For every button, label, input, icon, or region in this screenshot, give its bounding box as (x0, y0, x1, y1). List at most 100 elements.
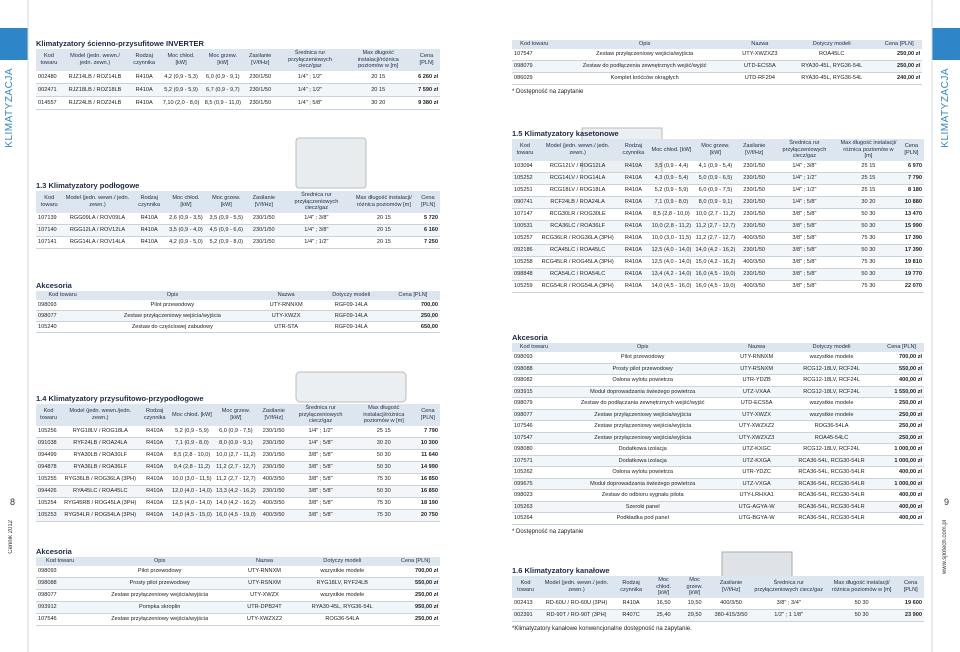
table-cell: 1 550,00 zł (879, 386, 924, 398)
table-cell: 250,00 zł (879, 432, 924, 444)
table-cell: UTZ-VXAA (729, 386, 784, 398)
table-cell: UTY-LRHXA1 (729, 489, 784, 502)
table-cell: R410A (139, 473, 170, 486)
column-header: Opis (89, 291, 256, 300)
table-cell: 75 30 (351, 497, 416, 510)
table-cell: 098093 (512, 351, 556, 364)
table-cell: RYA30LB / ROA30LF (61, 449, 140, 462)
product-image (295, 371, 407, 403)
table-cell: 3/8" ; 5/8" (289, 461, 352, 474)
table-row: 092186 RCA45LC / ROA45LC R410A 12,5 (4,0 - … (512, 244, 924, 257)
table-row: 002480 RJZ14LB / ROZ14LB R410A 4,2 (0,9 - 5… (36, 70, 440, 84)
table-cell: 400,00 zł (879, 374, 924, 387)
table-cell: ROG36-54LA (783, 420, 880, 433)
table-cell: UTG-AGYA-W (729, 501, 784, 513)
table-cell: UTY-XWZX (255, 310, 317, 322)
column-header: Kod towaru (36, 557, 85, 566)
table-cell: 16,0 (4,5 - 19,0) (693, 268, 738, 281)
table-cell: RCA36LC / ROA36LF (537, 220, 618, 233)
table-cell: 50 30 (825, 609, 898, 622)
table-cell: wszystkie modele (293, 565, 391, 578)
table-row: 107547 Zestaw przyłączeniowy wejścia/wyjś… (512, 432, 924, 444)
footnote: *Klimatyzatory kanałowe konwencjonalne d… (512, 626, 692, 632)
table-cell: 10,0 (2,8 - 11,2) (649, 220, 694, 233)
table-cell: 400,00 zł (879, 466, 924, 479)
price-table: Kod towaru Model (jedn. wewn./ jedn. zewn… (36, 191, 440, 249)
table-cell: R410A (617, 184, 650, 197)
table-cell: 50 30 (838, 244, 899, 257)
table-cell: 098093 (36, 565, 85, 578)
table-cell: 3/8" ; 5/8" (289, 497, 352, 510)
table-row: 093915 Moduł doprowadzania świeżego powie… (512, 386, 924, 398)
column-header: Moc grzew. [kW] (201, 49, 244, 71)
column-header: Moc chłod. [kW] (160, 49, 202, 71)
table-cell: 1/4" ; 1/2" (280, 236, 352, 249)
table-cell: 240,00 zł (876, 72, 922, 85)
section: 1.3 Klimatyzatory podłogowe Kod towaru Mod… (36, 180, 440, 249)
table-cell: R410A (613, 597, 649, 610)
table-cell: R410A (617, 160, 650, 173)
table-row: 105240 Zestaw do częściowej zabudowy UTR-S… (36, 321, 440, 333)
table-cell: RGF09-14LA (316, 299, 386, 311)
table-cell: Zestaw przyłączeniowy wejścia/wyjścia (556, 48, 733, 61)
table-cell: 50 30 (351, 449, 416, 462)
header-row: Kod towaru Model (jedn. wewn./ jedn. zewn… (512, 139, 924, 161)
table-cell: RGF09-14LA (316, 321, 386, 333)
column-header: Kod towaru (512, 40, 557, 49)
table-cell: Zestaw przyłączeniowy wejścia/wyjścia (555, 432, 730, 444)
table-cell: 250,00 zł (390, 589, 440, 602)
table-cell: UTZ-KXGA (729, 455, 784, 467)
table-cell: 50 30 (838, 268, 899, 281)
table-cell: 1/4" ; 5/8" (289, 437, 352, 450)
table-cell: 12,0 (4,0 - 14,0) (170, 485, 214, 498)
table-cell: 8,0 (0,9 - 9,1) (693, 196, 738, 209)
table-cell: Zestaw do podłączenia zewnętrznych wejść… (556, 60, 733, 73)
column-header: Nazwa (255, 291, 317, 300)
table-cell: UTY-RNNXM (235, 565, 294, 578)
table-cell: RCG12-18LV, RCF24L (783, 363, 880, 375)
header-row: Kod towaru Model (jedn. wewn./jedn. zewn.… (36, 404, 440, 426)
table-row: 105263 Szeroki panel UTG-AGYA-W RCA36-54L, … (512, 501, 924, 513)
table-cell: 400/3/50 (737, 256, 771, 269)
table-cell: Dodatkowa izolacja (555, 455, 730, 467)
table-cell: 50 30 (351, 461, 416, 474)
table-row: 093912 Pompka skroplin UTR-DPB24T RYA30-45L… (36, 601, 440, 614)
table-cell: 20 750 (415, 509, 440, 522)
table-cell: 6 260 zł (413, 70, 440, 84)
column-header: Rodzaj czynnika (613, 576, 649, 598)
table-cell: R410A (617, 268, 650, 281)
table-cell: 6,0 (0,9 - 9,1) (201, 70, 244, 84)
column-header: Kod towaru (512, 343, 556, 352)
table-cell: 950,00 zł (390, 601, 440, 614)
table-cell: 098848 (512, 268, 538, 281)
table-cell: 3/8" ; 5/8" (770, 280, 839, 293)
table-cell: RCG12LV / ROG12LA (537, 160, 618, 173)
table-cell: 105257 (512, 232, 538, 245)
section-title: Klimatyzatory ścienno-przysufitowe INVER… (36, 39, 204, 48)
table-cell: 8,0 (0,9 - 9,1) (213, 437, 258, 450)
table-cell: 230/1/50 (257, 425, 290, 438)
table-cell: 650,00 (385, 321, 440, 333)
table-cell: RCG12-18LV, RCF24L (783, 374, 880, 387)
table-cell: R410A (128, 96, 161, 110)
column-header: Kod towaru (36, 191, 63, 213)
table-cell: 75 30 (838, 256, 899, 269)
table-cell: RCG30LR / ROG30LE (537, 208, 618, 221)
column-header: Kod towaru (36, 404, 62, 426)
table-cell: 700,00 zł (879, 351, 924, 364)
table-cell: 230/1/50 (737, 160, 771, 173)
table-cell: 105251 (512, 184, 538, 197)
table-cell: 380-415/3/50 (710, 609, 752, 622)
table-row: 002413 RD-60U / RO-60U (3PH) R410A 16,50 19,… (512, 597, 924, 610)
table-cell: 3,5 (0,9 - 4,4) (649, 160, 694, 173)
column-header: Cena [PLN] (879, 343, 924, 352)
table-cell: R410A (617, 280, 650, 293)
table-cell: 1 000,00 zł (879, 443, 924, 456)
table-cell: 19 770 (898, 268, 924, 281)
table-cell: 7 250 (415, 236, 440, 249)
table-cell: 12,5 (4,0 - 14,0) (649, 244, 694, 257)
table-cell: 550,00 zł (390, 577, 440, 590)
table-cell: 230/1/50 (246, 236, 281, 249)
price-table: Kod towaru Model (jedn. wewn./ jedn. zewn… (36, 49, 440, 110)
table-row: 105251 RCG18LV / ROG18LA R410A 5,2 (0,9 - 5… (512, 184, 924, 197)
